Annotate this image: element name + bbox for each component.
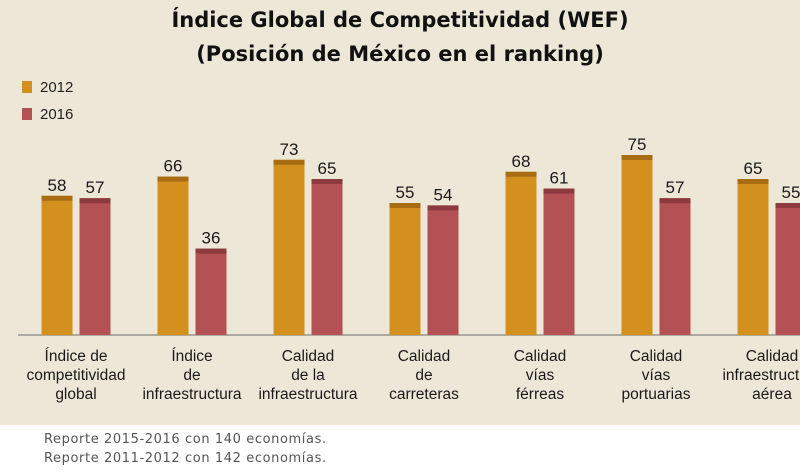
bar-chart: 58 57 66 36 73 65 55 54 68 61 75 57 65 55 [18,135,800,336]
data-label-2012-0: 58 [48,176,67,195]
legend-label-2012: 2012 [40,78,74,96]
data-label-2016-3: 54 [434,185,453,204]
bar-cap-2016-2 [311,179,343,184]
bar-2016-6 [775,203,800,335]
category-label-6: Calidad infraestructura aérea [722,348,800,403]
data-label-2012-6: 65 [744,159,763,178]
bar-cap-2016-4 [543,188,575,194]
bar-2012-3 [389,203,421,335]
data-label-2012-4: 68 [512,152,531,171]
data-label-2016-0: 57 [86,178,105,197]
data-label-2012-1: 66 [164,157,183,176]
data-label-2016-2: 65 [318,159,337,178]
bar-cap-2016-0 [79,198,111,204]
legend-item-2016: 2016 [22,105,74,123]
bar-2016-2 [311,179,343,335]
category-label-2: Calidad de la infraestructura [258,348,358,403]
data-label-2016-6: 55 [782,183,800,202]
data-label-2012-3: 55 [396,183,415,202]
bar-cap-2012-6 [737,179,769,184]
data-label-2016-4: 61 [550,169,569,188]
category-label-4: Calidad vías férreas [513,348,567,403]
bar-2012-6 [737,179,769,335]
category-label-1: Índice de infraestructura [142,348,242,403]
bar-cap-2016-5 [659,198,691,204]
bar-2016-5 [659,198,691,335]
bar-cap-2012-5 [621,155,653,160]
chart-subtitle: (Posición de México en el ranking) [196,42,604,66]
bar-cap-2016-3 [427,205,459,211]
category-label-3: Calidad de carreteras [389,348,459,403]
legend-item-2012: 2012 [22,78,74,96]
legend-swatch-2012 [22,81,32,93]
bar-cap-2012-2 [273,159,305,165]
data-label-2016-1: 36 [202,229,221,248]
bar-cap-2012-3 [389,203,421,208]
bar-cap-2016-1 [195,248,227,254]
bar-2016-3 [427,205,459,335]
category-label-0: Índice de competitividad global [26,348,126,403]
legend-label-2016: 2016 [40,105,74,123]
bar-2012-2 [273,159,305,335]
bar-2012-4 [505,171,537,335]
chart-panel: 58 57 66 36 73 65 55 54 68 61 75 57 65 55 Índice Glob… [0,0,800,425]
data-label-2012-5: 75 [628,135,647,154]
data-label-2012-2: 73 [280,140,299,159]
chart-title: Índice Global de Competitividad (WEF) [171,8,629,32]
bar-2016-1 [195,248,227,335]
bar-2016-4 [543,188,575,335]
bar-cap-2012-0 [41,195,73,201]
legend-swatch-2016 [22,108,32,120]
footnote-2: Reporte 2011-2012 con 142 economías. [44,451,327,466]
footnote-1: Reporte 2015-2016 con 140 economías. [44,432,327,447]
bar-2012-1 [157,176,189,335]
bar-2012-5 [621,155,653,335]
bar-2012-0 [41,195,73,335]
data-label-2016-5: 57 [666,178,685,197]
bar-cap-2016-6 [775,203,800,208]
bar-2016-0 [79,198,111,335]
bar-cap-2012-1 [157,176,189,182]
bar-cap-2012-4 [505,171,537,177]
category-label-5: Calidad vías portuarias [621,348,691,403]
